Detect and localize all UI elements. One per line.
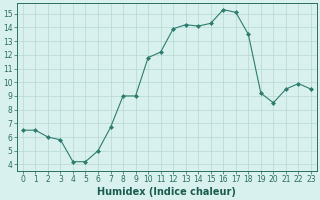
X-axis label: Humidex (Indice chaleur): Humidex (Indice chaleur) <box>98 187 236 197</box>
